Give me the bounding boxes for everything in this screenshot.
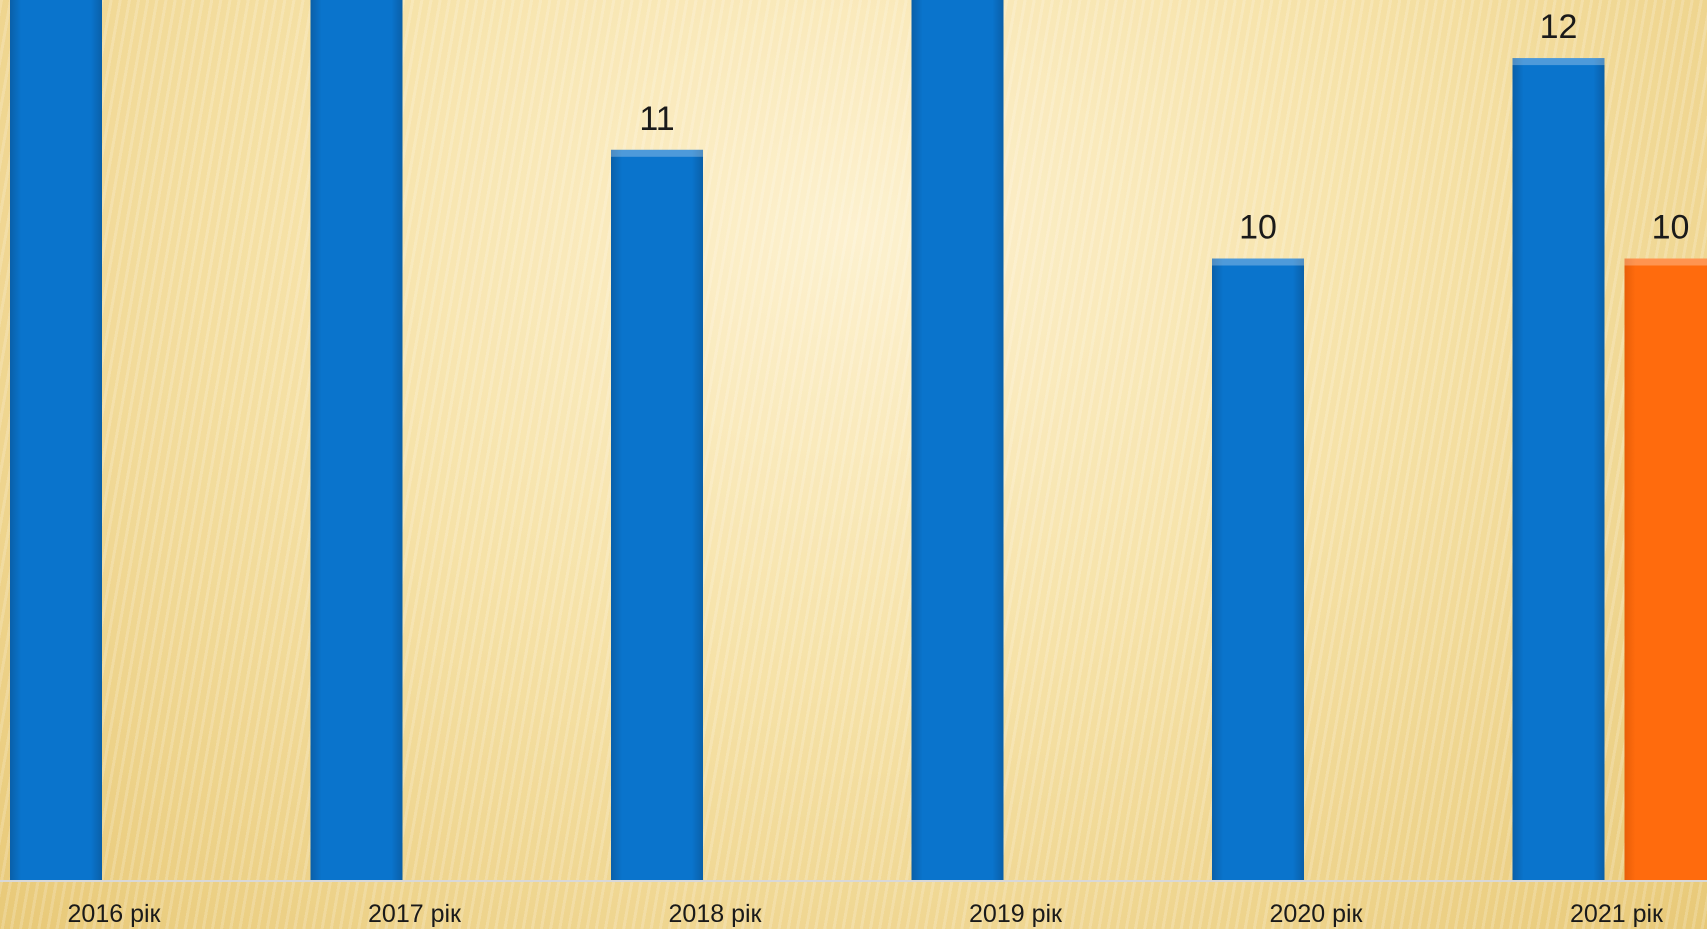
bar-body — [911, 0, 1004, 880]
bar-body — [1624, 258, 1707, 880]
bars-layer — [10, 0, 1707, 881]
category-label: 2018 рік — [669, 900, 763, 928]
data-label: 11 — [639, 100, 674, 138]
bar-body — [611, 149, 703, 881]
bar — [310, 0, 403, 880]
bar — [1512, 58, 1605, 881]
category-label: 2017 рік — [368, 900, 462, 928]
bar-body — [1512, 58, 1605, 881]
data-labels-layer: 14151115101210 — [639, 8, 1690, 247]
bar — [911, 0, 1004, 880]
bar-bevel — [1624, 258, 1707, 266]
bar-bevel — [1212, 258, 1304, 266]
bar-bevel — [1512, 58, 1605, 66]
data-label: 10 — [1239, 209, 1277, 247]
bar-bevel — [611, 149, 703, 157]
category-label: 2020 рік — [1270, 900, 1364, 928]
category-label: 2016 рік — [68, 900, 162, 928]
bar-body — [10, 0, 102, 880]
bar — [611, 149, 703, 881]
data-label: 10 — [1652, 209, 1690, 247]
bar — [1624, 258, 1707, 880]
bar — [10, 0, 102, 880]
data-label: 12 — [1540, 8, 1578, 46]
bar-body — [1212, 258, 1304, 880]
category-label: 2021 рік — [1570, 900, 1664, 928]
bar-body — [310, 0, 403, 880]
bar — [1212, 258, 1304, 880]
category-labels-layer: 2016 рік 2017 рік 2018 рік 2019 рік 2020 рік… — [68, 900, 1665, 928]
category-label: 2019 рік — [969, 900, 1063, 928]
